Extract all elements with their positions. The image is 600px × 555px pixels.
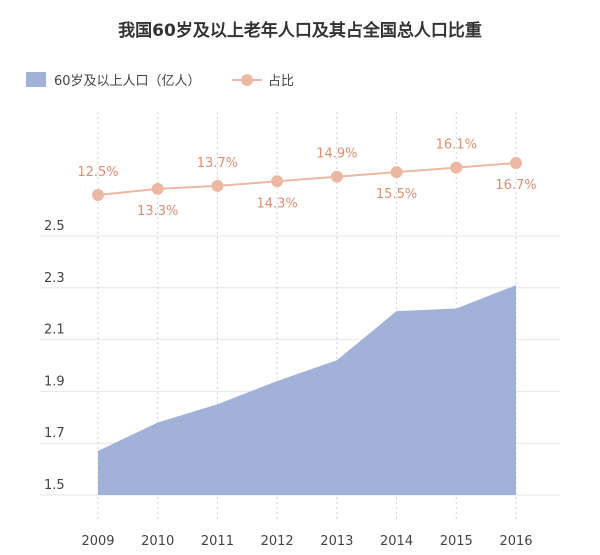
x-tick-label: 2014 <box>380 534 413 549</box>
y-tick-label: 1.9 <box>44 374 65 389</box>
legend-area-label: 60岁及以上人口（亿人） <box>54 74 201 89</box>
y-tick-label: 2.5 <box>44 219 65 234</box>
legend-line-marker <box>241 74 253 86</box>
percent-point <box>510 157 522 169</box>
percent-label: 16.1% <box>436 138 477 153</box>
x-tick-label: 2013 <box>320 534 353 549</box>
percent-point <box>390 166 403 179</box>
percent-point <box>211 179 224 192</box>
percent-label: 14.9% <box>316 147 357 162</box>
area-fill <box>98 285 516 495</box>
percent-label: 13.3% <box>137 204 178 219</box>
percent-label: 16.7% <box>495 178 536 193</box>
y-tick-label: 2.1 <box>44 323 65 338</box>
x-tick-label: 2010 <box>141 534 174 549</box>
percent-label: 12.5% <box>77 165 118 180</box>
chart-title: 我国60岁及以上老年人口及其占全国总人口比重 <box>118 20 482 41</box>
x-axis: 2009 2010 2011 2012 2013 2014 2015 2016 <box>81 534 532 549</box>
percent-point <box>271 175 284 188</box>
percent-label: 13.7% <box>197 156 238 171</box>
y-tick-label: 1.7 <box>44 426 65 441</box>
x-tick-label: 2012 <box>261 534 294 549</box>
x-tick-label: 2015 <box>440 534 473 549</box>
line-series: 12.5% 13.3% 13.7% 14.3% 14.9% 15.5% 16.1% 16.7% <box>77 138 536 219</box>
y-tick-label: 1.5 <box>44 478 65 493</box>
percent-point <box>92 189 104 201</box>
legend-area-swatch <box>26 72 46 87</box>
x-tick-label: 2011 <box>201 534 234 549</box>
percent-point <box>330 170 343 183</box>
percent-line <box>97 162 517 196</box>
y-axis: 1.5 1.7 1.9 2.1 2.3 2.5 <box>44 219 65 493</box>
y-tick-label: 2.3 <box>44 271 65 286</box>
percent-label: 14.3% <box>256 196 297 211</box>
percent-point <box>151 182 164 195</box>
area-series <box>98 285 516 495</box>
percent-label: 15.5% <box>376 187 417 202</box>
x-tick-label: 2009 <box>81 534 114 549</box>
legend: 60岁及以上人口（亿人） 占比 <box>26 72 294 89</box>
x-tick-label: 2016 <box>499 534 532 549</box>
legend-line-label: 占比 <box>268 74 294 89</box>
percent-point <box>450 161 463 174</box>
